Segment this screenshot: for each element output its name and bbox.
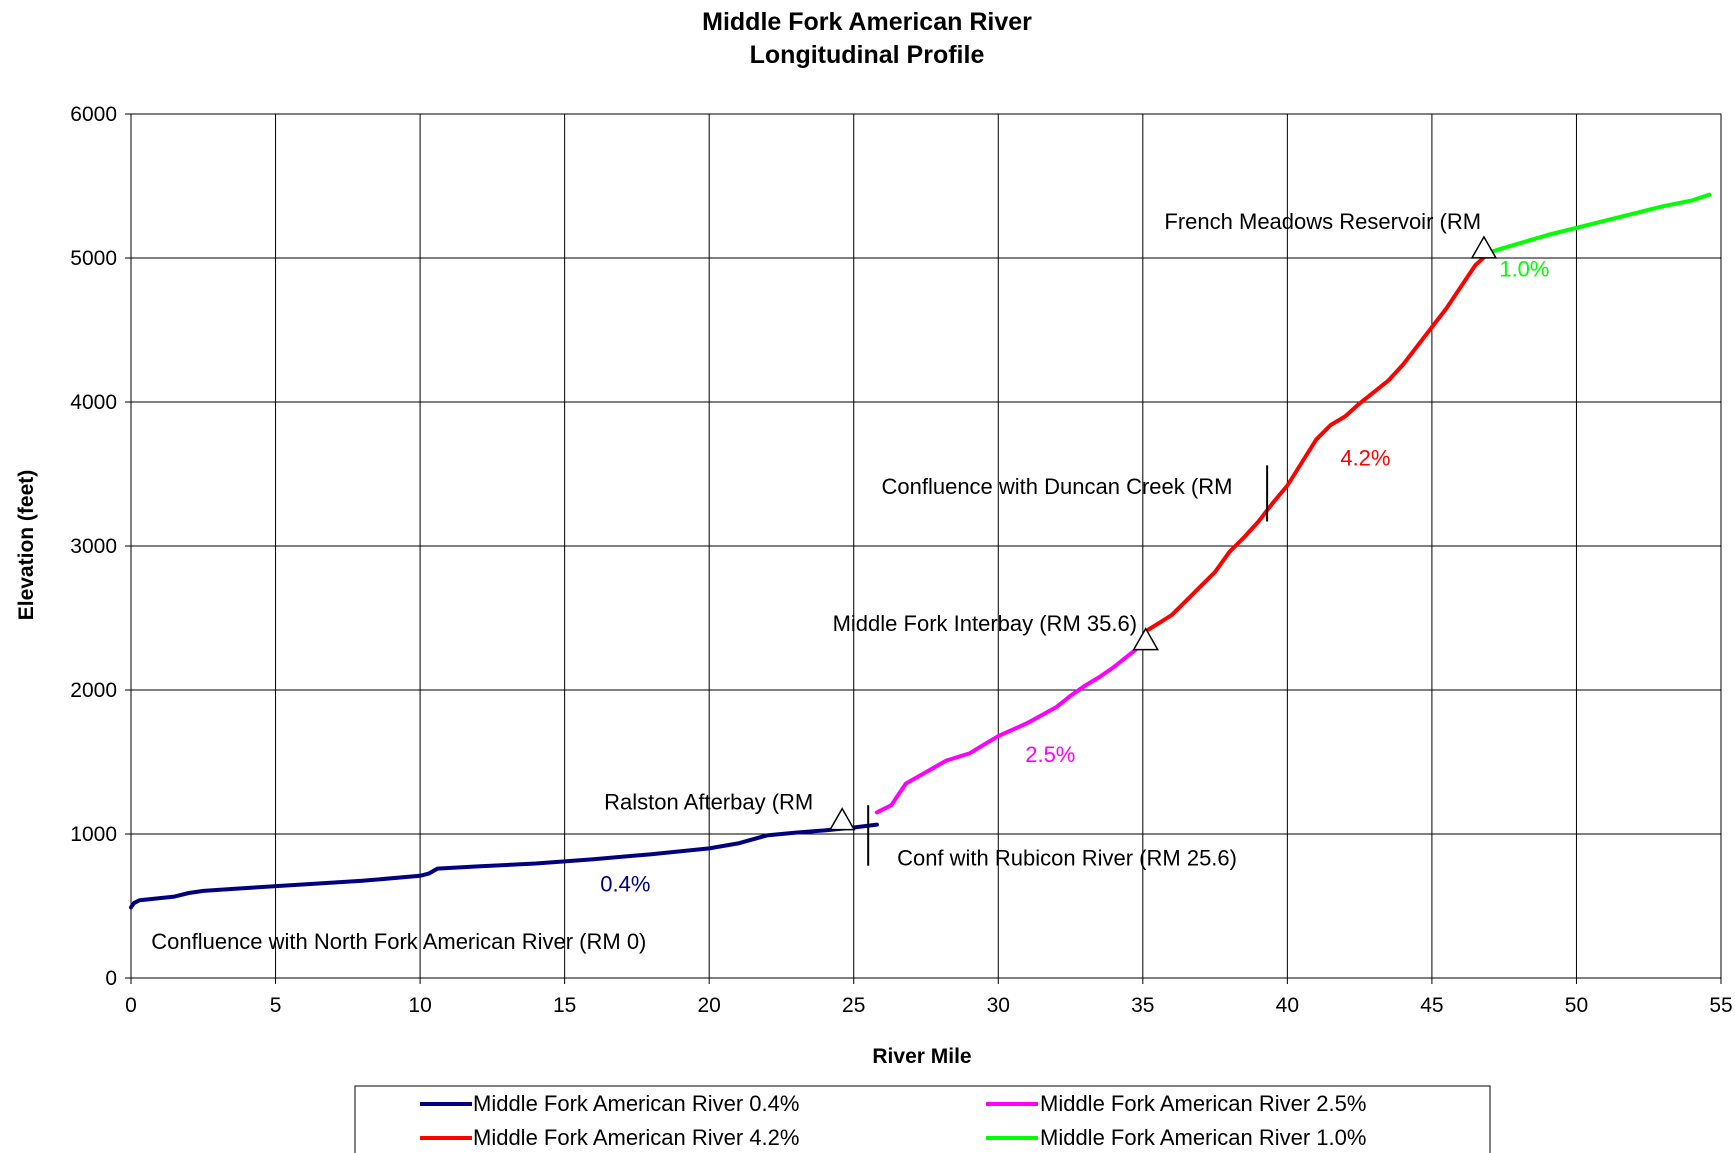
series-line-2 bbox=[1146, 250, 1492, 632]
annotation-3: Middle Fork Interbay (RM 35.6) bbox=[833, 611, 1137, 636]
triangle-marker-2 bbox=[1470, 235, 1498, 259]
x-tick-label-9: 45 bbox=[1420, 994, 1443, 1017]
legend: Middle Fork American River 0.4% Middle F… bbox=[354, 1085, 1491, 1153]
triangle-marker-1 bbox=[1132, 627, 1160, 651]
y-tick-label-4: 4000 bbox=[70, 391, 117, 414]
y-tick-label-1: 1000 bbox=[70, 823, 117, 846]
x-tick-label-4: 20 bbox=[698, 994, 721, 1017]
series-line-1 bbox=[874, 634, 1151, 815]
annotation-4: Confluence with Duncan Creek (RM bbox=[881, 474, 1232, 499]
annotation-markers bbox=[828, 235, 1498, 866]
x-tick-label-10: 50 bbox=[1565, 994, 1588, 1017]
x-tick-label-2: 10 bbox=[408, 994, 431, 1017]
x-tick-label-8: 40 bbox=[1276, 994, 1299, 1017]
x-tick-label-7: 35 bbox=[1131, 994, 1154, 1017]
gradient-label-6: 0.4% bbox=[600, 872, 650, 897]
plot-area bbox=[130, 113, 1722, 979]
annotations: Confluence with North Fork American Rive… bbox=[151, 209, 1549, 954]
y-tick-label-2: 2000 bbox=[70, 679, 117, 702]
y-tick-label-0: 0 bbox=[105, 967, 117, 990]
gradient-label-7: 2.5% bbox=[1025, 742, 1075, 767]
y-tick-label-3: 3000 bbox=[70, 535, 117, 558]
x-tick-label-5: 25 bbox=[842, 994, 865, 1017]
x-tick-label-11: 55 bbox=[1709, 994, 1732, 1017]
legend-label-4.2: Middle Fork American River 4.2% bbox=[473, 1125, 799, 1150]
tick-labels: 0 5 10 15 20 25 30 35 40 45 50 55 0 1000 2000 3000 4000 5… bbox=[70, 103, 1732, 1017]
triangle-marker-0 bbox=[828, 807, 856, 831]
y-tick-label-5: 5000 bbox=[70, 247, 117, 270]
x-tick-label-6: 30 bbox=[987, 994, 1010, 1017]
x-axis-title: River Mile bbox=[872, 1045, 971, 1068]
gradient-label-9: 1.0% bbox=[1499, 257, 1549, 282]
annotation-5: French Meadows Reservoir (RM bbox=[1164, 209, 1481, 234]
x-tick-label-0: 0 bbox=[125, 994, 137, 1017]
series-line-0 bbox=[129, 822, 879, 910]
gradient-label-8: 4.2% bbox=[1340, 445, 1390, 470]
legend-label-2.5: Middle Fork American River 2.5% bbox=[1040, 1091, 1366, 1116]
series-line-3 bbox=[1487, 192, 1712, 255]
x-tick-label-1: 5 bbox=[270, 994, 282, 1017]
legend-label-1.0: Middle Fork American River 1.0% bbox=[1040, 1125, 1366, 1150]
series-lines bbox=[129, 192, 1712, 910]
y-tick-label-6: 6000 bbox=[70, 103, 117, 126]
annotation-1: Ralston Afterbay (RM bbox=[604, 790, 813, 815]
legend-box bbox=[354, 1085, 1491, 1153]
legend-label-0.4: Middle Fork American River 0.4% bbox=[473, 1091, 799, 1116]
annotation-0: Confluence with North Fork American Rive… bbox=[151, 929, 646, 954]
x-tick-label-3: 15 bbox=[553, 994, 576, 1017]
chart-title-line-1: Middle Fork American River bbox=[702, 8, 1032, 36]
chart-title-line-2: Longitudinal Profile bbox=[750, 41, 985, 69]
annotation-2: Conf with Rubicon River (RM 25.6) bbox=[897, 846, 1237, 871]
grid bbox=[125, 113, 1722, 984]
y-axis-title: Elevation (feet) bbox=[15, 470, 38, 621]
